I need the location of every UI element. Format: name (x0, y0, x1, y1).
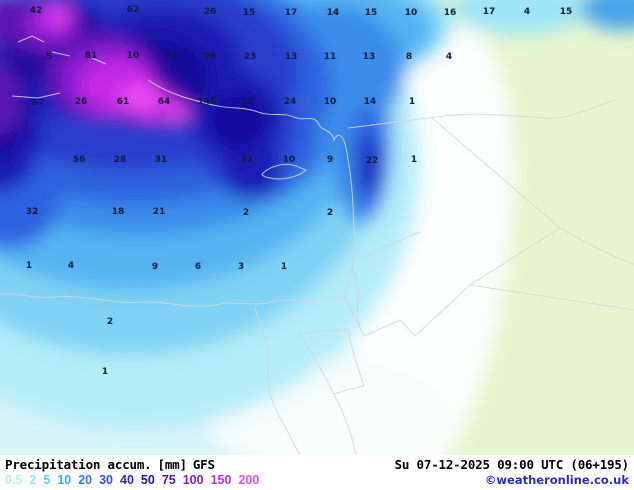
sinai-coast (299, 329, 365, 395)
precip-value-label: 61 (116, 97, 130, 107)
precip-value-label: 1 (101, 367, 109, 377)
egypt-north-coast (0, 293, 345, 307)
map-values: 42 62 26 15 17 14 15 10 16 17 4 15 5 81 10 73 26 23 13 11 13… (25, 5, 573, 377)
precip-value-label: 24 (283, 97, 297, 107)
precip-value-label: 17 (284, 8, 298, 18)
legend-bar: Precipitation accum. [mm] GFS Su 07-12-2… (0, 455, 634, 490)
legend-scale-step: 40 (120, 473, 134, 487)
legend-unit: [mm] (157, 457, 188, 472)
turkey-syria-border (347, 99, 616, 129)
precip-value-label: 31 (154, 155, 168, 165)
levant-coast (343, 147, 355, 297)
precipitation-map: 42 62 26 15 17 14 15 10 16 17 4 15 5 81 10 73 26 23 13 11 13… (0, 0, 634, 455)
legend-title-text: Precipitation accum. (5, 457, 152, 472)
legend-scale-step: 0.5 (5, 473, 23, 487)
forecast-datetime: Su 07-12-2025 09:00 UTC (06+195) (394, 457, 630, 472)
legend-scale-step: 50 (140, 473, 155, 487)
coastlines (0, 35, 634, 455)
precip-value-label: 4 (445, 52, 453, 62)
precip-value-label: 145 (197, 97, 217, 107)
precip-value-label: 10 (323, 97, 337, 107)
legend-top-row: Precipitation accum. [mm] GFS Su 07-12-2… (5, 457, 629, 472)
precip-value-label: 18 (111, 207, 125, 217)
precip-value-label: 9 (151, 262, 159, 272)
precip-value-label: 26 (203, 7, 217, 17)
legend-scale-step: 75 (161, 473, 176, 487)
precip-value-label: 31 (240, 155, 254, 165)
precip-value-label: 11 (323, 52, 337, 62)
precip-value-label: 28 (113, 155, 127, 165)
legend-scale-step: 5 (43, 473, 51, 487)
precip-value-label: 42 (29, 6, 43, 16)
legend-scale: 0.5 2 5 10 20 30 40 50 75 100 150 200 (5, 473, 259, 487)
legend-scale-step: 30 (99, 473, 114, 487)
precip-value-label: 12 (241, 97, 255, 107)
legend-scale-step: 200 (238, 473, 260, 487)
precip-value-label: 15 (364, 8, 378, 18)
precip-value-label: 4 (67, 261, 75, 271)
precip-value-label: 10 (282, 155, 296, 165)
precip-value-label: 2 (242, 208, 250, 218)
precip-value-label: 62 (126, 5, 140, 15)
precip-value-label: 26 (74, 97, 88, 107)
precip-value-label: 56 (72, 155, 86, 165)
legend-title: Precipitation accum. [mm] GFS (5, 457, 215, 472)
precip-value-label: 8 (405, 52, 413, 62)
precip-value-label: 26 (203, 52, 217, 62)
legend-scale-step: 150 (210, 473, 232, 487)
precip-value-label: 23 (243, 52, 257, 62)
legend-scale-step: 100 (182, 473, 204, 487)
syria-iraq-border (431, 117, 561, 229)
precip-value-label: 16 (443, 8, 457, 18)
precip-value-label: 1 (410, 155, 418, 165)
iraq-saudi-border (469, 227, 634, 311)
precip-value-label: 57 (31, 98, 45, 108)
legend-scale-step: 10 (57, 473, 72, 487)
precip-field-svg (0, 0, 634, 455)
precip-value-label: 13 (362, 52, 376, 62)
precip-value-label: 21 (152, 207, 166, 217)
precip-value-label: 1 (408, 97, 416, 107)
copyright-link[interactable]: ©weatheronline.co.uk (484, 473, 629, 487)
precip-value-label: 1 (25, 261, 33, 271)
precip-value-label: 2 (326, 208, 334, 218)
precip-value-label: 9 (326, 155, 334, 165)
precip-value-label: 10 (404, 8, 418, 18)
precip-value-label: 64 (157, 97, 171, 107)
precip-blobs (0, 0, 634, 455)
precip-value-label: 15 (242, 8, 256, 18)
legend-bottom-row: 0.5 2 5 10 20 30 40 50 75 100 150 200 ©weatheronlin… (5, 473, 629, 487)
legend-scale-step: 20 (78, 473, 93, 487)
aegean-islands (11, 35, 107, 99)
precip-value-label: 5 (45, 52, 53, 62)
precip-value-label: 3 (237, 262, 245, 272)
jordan-borders (343, 231, 471, 337)
precip-value-label: 14 (326, 8, 340, 18)
precip-value-label: 32 (25, 207, 39, 217)
nile-river (254, 306, 301, 455)
precip-value-label: 22 (365, 156, 379, 166)
precip-value-label: 73 (164, 52, 178, 62)
legend-model: GFS (192, 457, 215, 472)
precip-value-label: 2 (106, 317, 114, 327)
precip-value-label: 6 (194, 262, 202, 272)
precip-value-label: 1 (280, 262, 288, 272)
turkey-south-coast (147, 79, 347, 149)
precip-value-label: 15 (559, 7, 573, 17)
cyprus-outline (261, 163, 307, 180)
precip-value-label: 81 (84, 51, 98, 61)
precip-value-label: 4 (523, 7, 531, 17)
precip-value-label: 17 (482, 7, 496, 17)
precip-value-label: 14 (363, 97, 377, 107)
precip-value-label: 10 (126, 51, 140, 61)
legend-scale-step: 2 (29, 473, 37, 487)
precip-value-label: 13 (284, 52, 298, 62)
